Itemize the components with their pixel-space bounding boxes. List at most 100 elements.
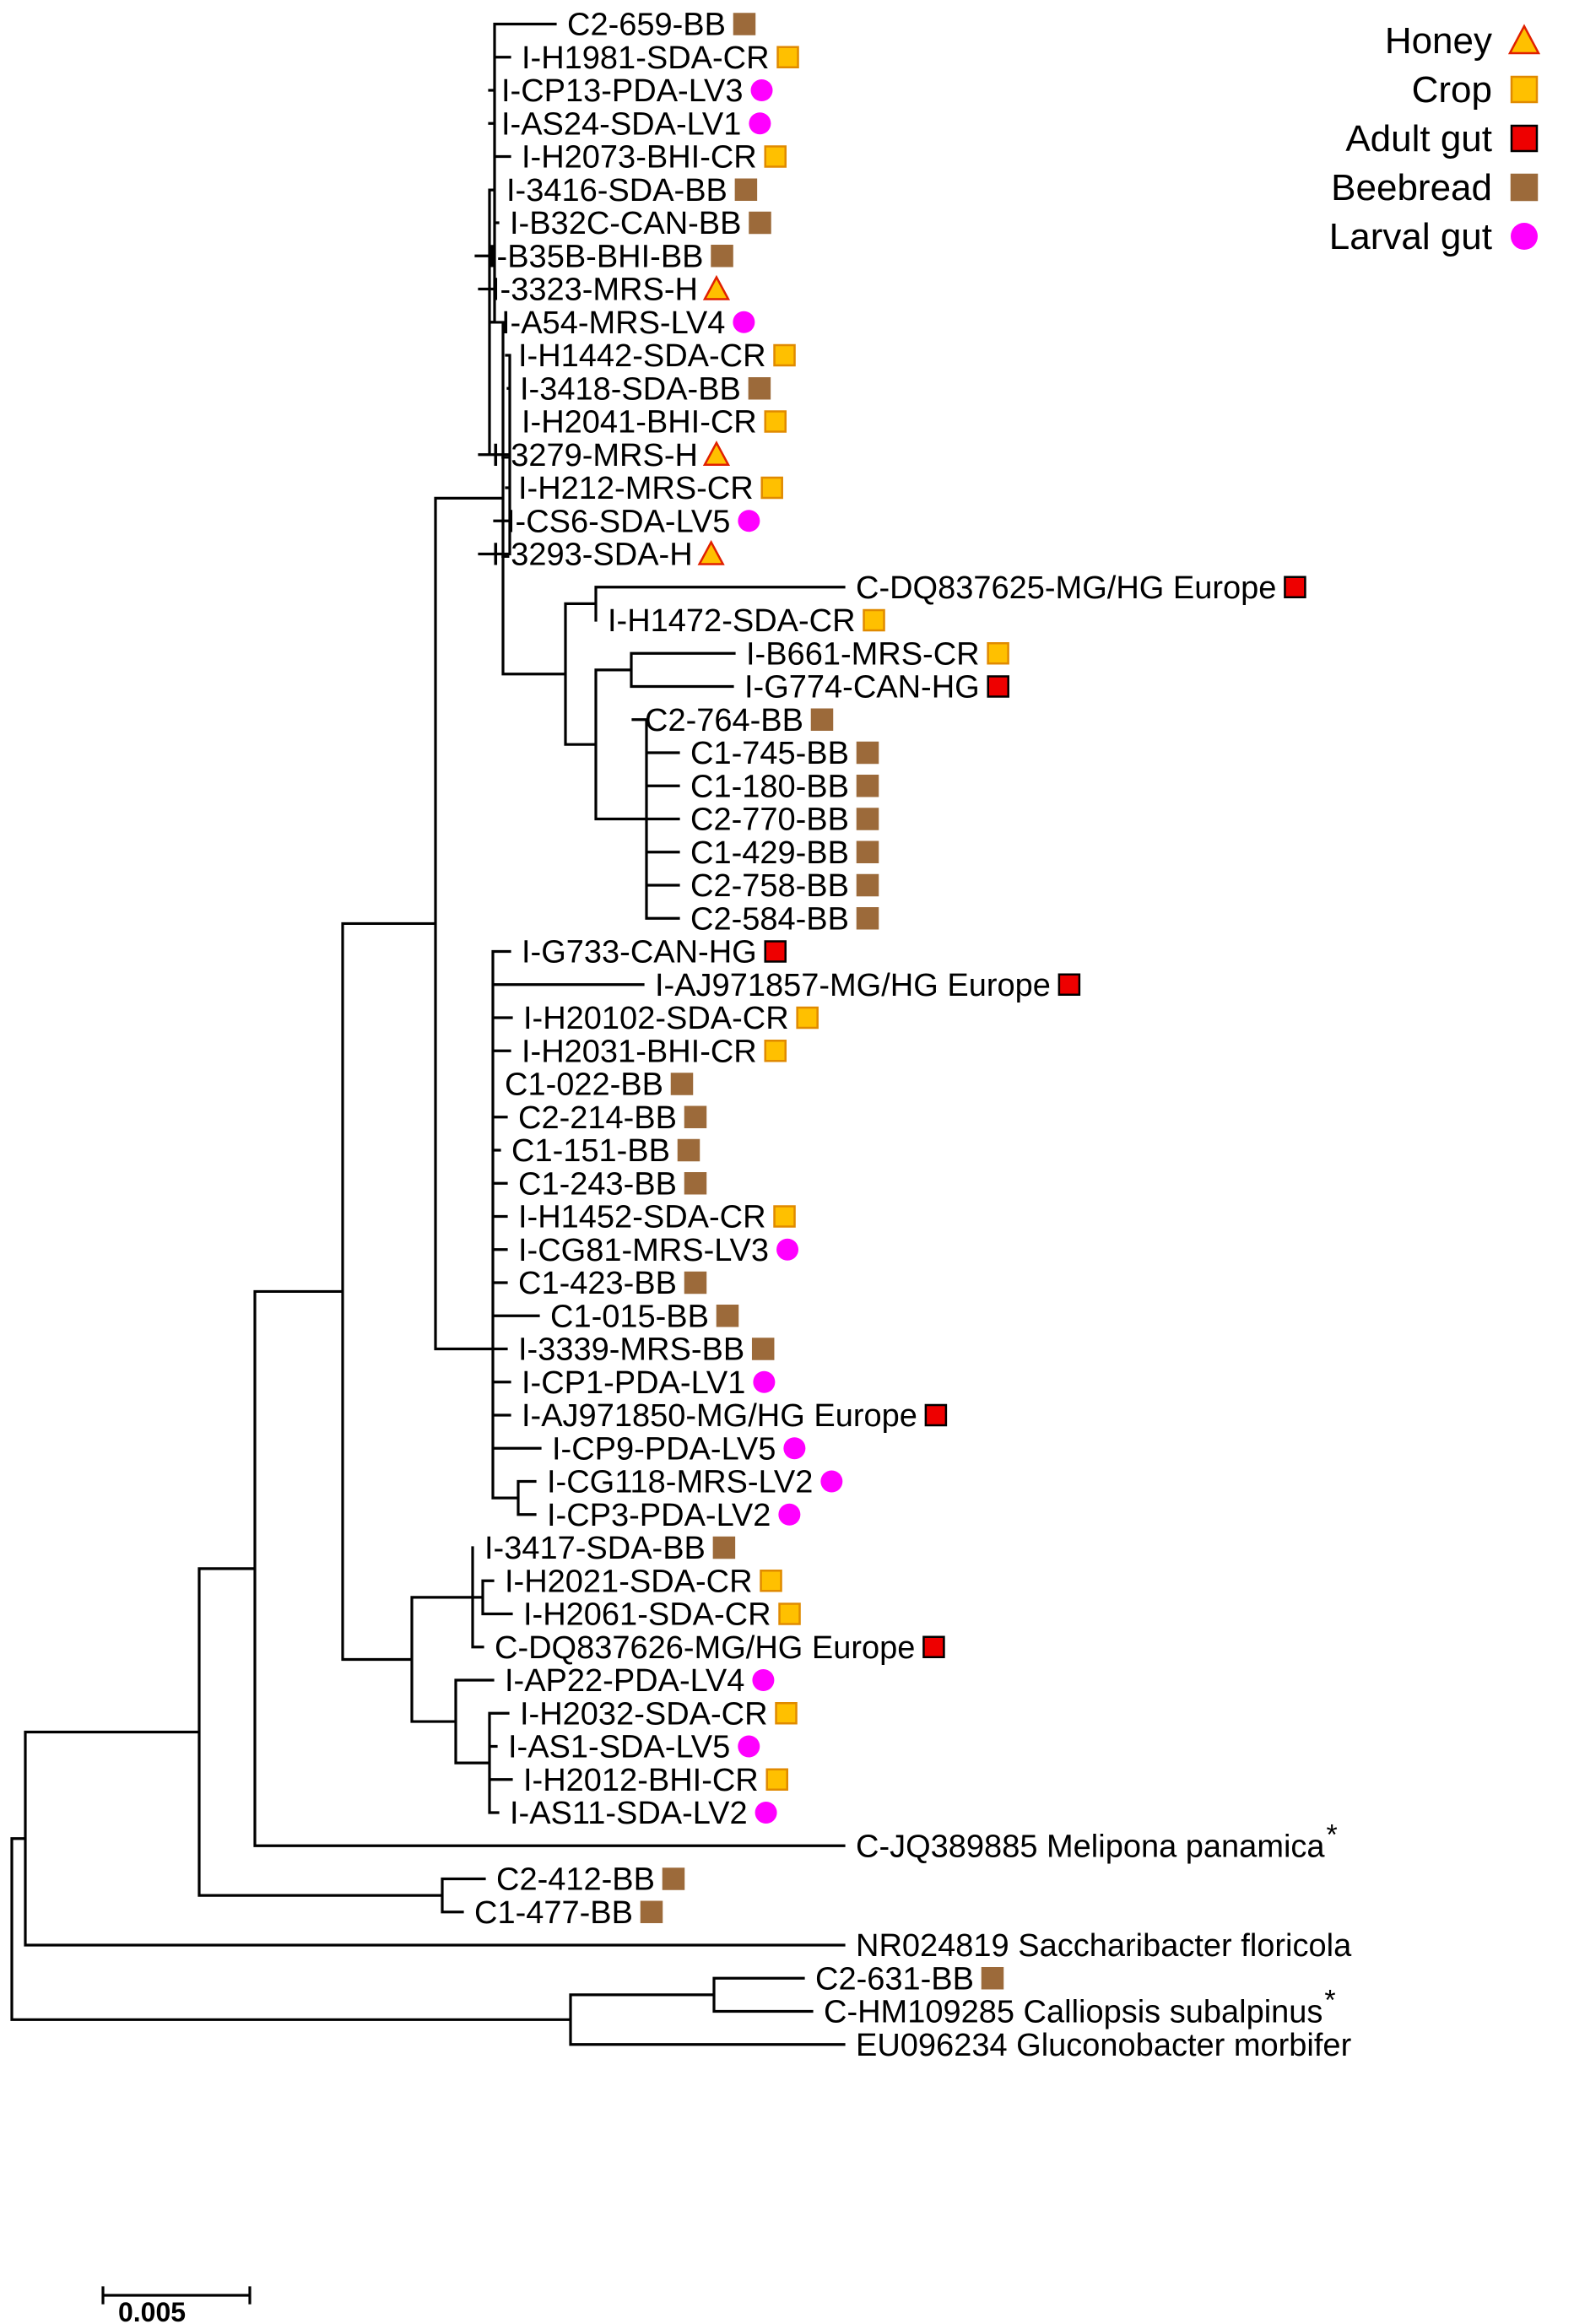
- triangle-marker: [697, 539, 725, 565]
- leaf: C1-151-BB: [511, 1133, 700, 1169]
- square-marker: [712, 1536, 736, 1559]
- leaf-label: C2-584-BB: [690, 901, 849, 937]
- leaf: I-B32C-CAN-BB: [510, 206, 771, 241]
- leaf: I-CP9-PDA-LV5: [552, 1431, 806, 1467]
- square-marker: [796, 1006, 819, 1030]
- leaf: I-AP22-PDA-LV4: [505, 1663, 775, 1699]
- leaf-label: I-3416-SDA-BB: [506, 173, 728, 208]
- circle-marker: [755, 1802, 777, 1824]
- circle-marker: [778, 1503, 801, 1526]
- square-marker: [684, 1105, 707, 1128]
- leaf-label: I-H20102-SDA-CR: [523, 1001, 789, 1036]
- leaf-label: I-H2012-BHI-CR: [523, 1763, 759, 1798]
- leaf: C1-243-BB: [518, 1166, 707, 1202]
- legend-label: Crop: [1412, 69, 1492, 111]
- leaf-label: NR024819 Saccharibacter floricola: [856, 1928, 1352, 1964]
- square-marker: [670, 1073, 694, 1095]
- leaf: C2-412-BB: [496, 1862, 685, 1898]
- square-marker: [856, 775, 879, 797]
- leaf-label: C1-015-BB: [550, 1299, 709, 1334]
- leaf-label: C-HM109285 Calliopsis subalpinus: [824, 1995, 1322, 2030]
- leaf-label: I-3293-SDA-H: [491, 538, 693, 573]
- leaf: I-CP1-PDA-LV1: [522, 1365, 776, 1401]
- leaf-label: C1-022-BB: [505, 1067, 663, 1103]
- leaf: I-H2073-BHI-CR: [522, 140, 787, 176]
- leaf-label: I-3323-MRS-H: [491, 273, 698, 308]
- leaf: I-3416-SDA-BB: [506, 173, 758, 208]
- leaf-label: C2-770-BB: [690, 803, 849, 838]
- leaf: C1-423-BB: [518, 1266, 707, 1301]
- square-marker: [922, 1635, 945, 1658]
- square-marker: [856, 840, 879, 863]
- square-marker: [684, 1271, 707, 1294]
- leaf: I-B35B-BHI-BB: [488, 239, 733, 274]
- triangle-marker: [702, 274, 731, 300]
- circle-marker: [738, 1735, 760, 1758]
- leaf-label: I-A54-MRS-LV4: [501, 305, 725, 341]
- leaf-label: C-DQ837626-MG/HG Europe: [495, 1630, 915, 1666]
- leaf-label: I-H1452-SDA-CR: [518, 1200, 766, 1235]
- circle-marker: [738, 510, 760, 532]
- leaf-label: I-G774-CAN-HG: [744, 670, 980, 705]
- leaf-label: I-H2061-SDA-CR: [523, 1597, 771, 1633]
- square-marker: [764, 940, 787, 963]
- scale-bar-line: [101, 2286, 252, 2305]
- circle-marker: [753, 1370, 776, 1393]
- legend-item: Honey: [1385, 20, 1541, 62]
- square-marker: [1057, 973, 1081, 996]
- square-marker: [1510, 75, 1539, 104]
- leaf: I-A54-MRS-LV4: [501, 305, 755, 341]
- leaf-label: I-AJ971857-MG/HG Europe: [655, 968, 1051, 1003]
- square-marker: [987, 675, 1009, 698]
- branch-lines: [10, 22, 846, 2046]
- legend-label: Honey: [1385, 20, 1492, 62]
- tree-leaves: C2-659-BBI-H1981-SDA-CRI-CP13-PDA-LV3I-A…: [474, 8, 1352, 2063]
- leaf-label: I-B661-MRS-CR: [746, 636, 980, 672]
- leaf-label: C2-214-BB: [518, 1100, 677, 1136]
- leaf-label: I-AS11-SDA-LV2: [510, 1796, 748, 1831]
- leaf: I-G733-CAN-HG: [522, 935, 787, 970]
- leaf-label: I-G733-CAN-HG: [522, 935, 757, 970]
- leaf: C2-758-BB: [690, 868, 879, 904]
- leaf-label: I-CP9-PDA-LV5: [552, 1431, 776, 1467]
- leaf: C2-631-BB: [815, 1961, 1004, 1997]
- leaf-label: I-H2032-SDA-CR: [520, 1696, 768, 1732]
- triangle-marker: [1507, 24, 1541, 55]
- leaf-label: I-3417-SDA-BB: [484, 1531, 706, 1566]
- square-marker: [751, 1338, 775, 1360]
- square-marker: [764, 410, 787, 433]
- leaf: C-DQ837625-MG/HG Europe: [856, 570, 1306, 606]
- legend-label: Adult gut: [1345, 118, 1492, 159]
- legend-item: Crop: [1412, 69, 1539, 111]
- leaf-label: EU096234 Gluconobacter morbifer: [856, 2028, 1352, 2063]
- leaf: I-H1472-SDA-CR: [608, 603, 885, 639]
- square-marker: [662, 1867, 685, 1890]
- leaf-label: C-JQ389885 Melipona panamica: [856, 1829, 1325, 1864]
- circle-marker: [749, 112, 771, 135]
- leaf: C1-429-BB: [690, 835, 879, 871]
- leaf: EU096234 Gluconobacter morbifer: [856, 2028, 1352, 2063]
- leaf: I-CG118-MRS-LV2: [547, 1465, 843, 1500]
- leaf: C1-015-BB: [550, 1299, 739, 1334]
- leaf-label: I-3339-MRS-BB: [518, 1332, 744, 1368]
- leaf: I-H1981-SDA-CR: [522, 41, 799, 76]
- leaf: C-HM109285 Calliopsis subalpinus *: [824, 1985, 1336, 2030]
- leaf-label: I-CS6-SDA-LV5: [506, 504, 730, 539]
- circle-marker: [733, 311, 755, 333]
- leaf: C2-659-BB: [567, 8, 756, 43]
- square-marker: [748, 377, 771, 400]
- tree-branches: [10, 22, 846, 2046]
- square-marker: [856, 907, 879, 930]
- leaf: I-H1452-SDA-CR: [518, 1200, 796, 1235]
- leaf: C2-584-BB: [690, 901, 879, 937]
- legend-item: Adult gut: [1345, 118, 1539, 159]
- leaf-label: C2-412-BB: [496, 1862, 655, 1898]
- circle-marker: [750, 79, 773, 101]
- leaf: C2-764-BB: [645, 703, 834, 738]
- leaf: I-3417-SDA-BB: [484, 1531, 736, 1566]
- leaf-label: I-3418-SDA-BB: [520, 371, 741, 407]
- leaf: I-3418-SDA-BB: [520, 371, 771, 407]
- leaf: I-H2041-BHI-CR: [522, 405, 787, 440]
- square-marker: [1284, 576, 1306, 598]
